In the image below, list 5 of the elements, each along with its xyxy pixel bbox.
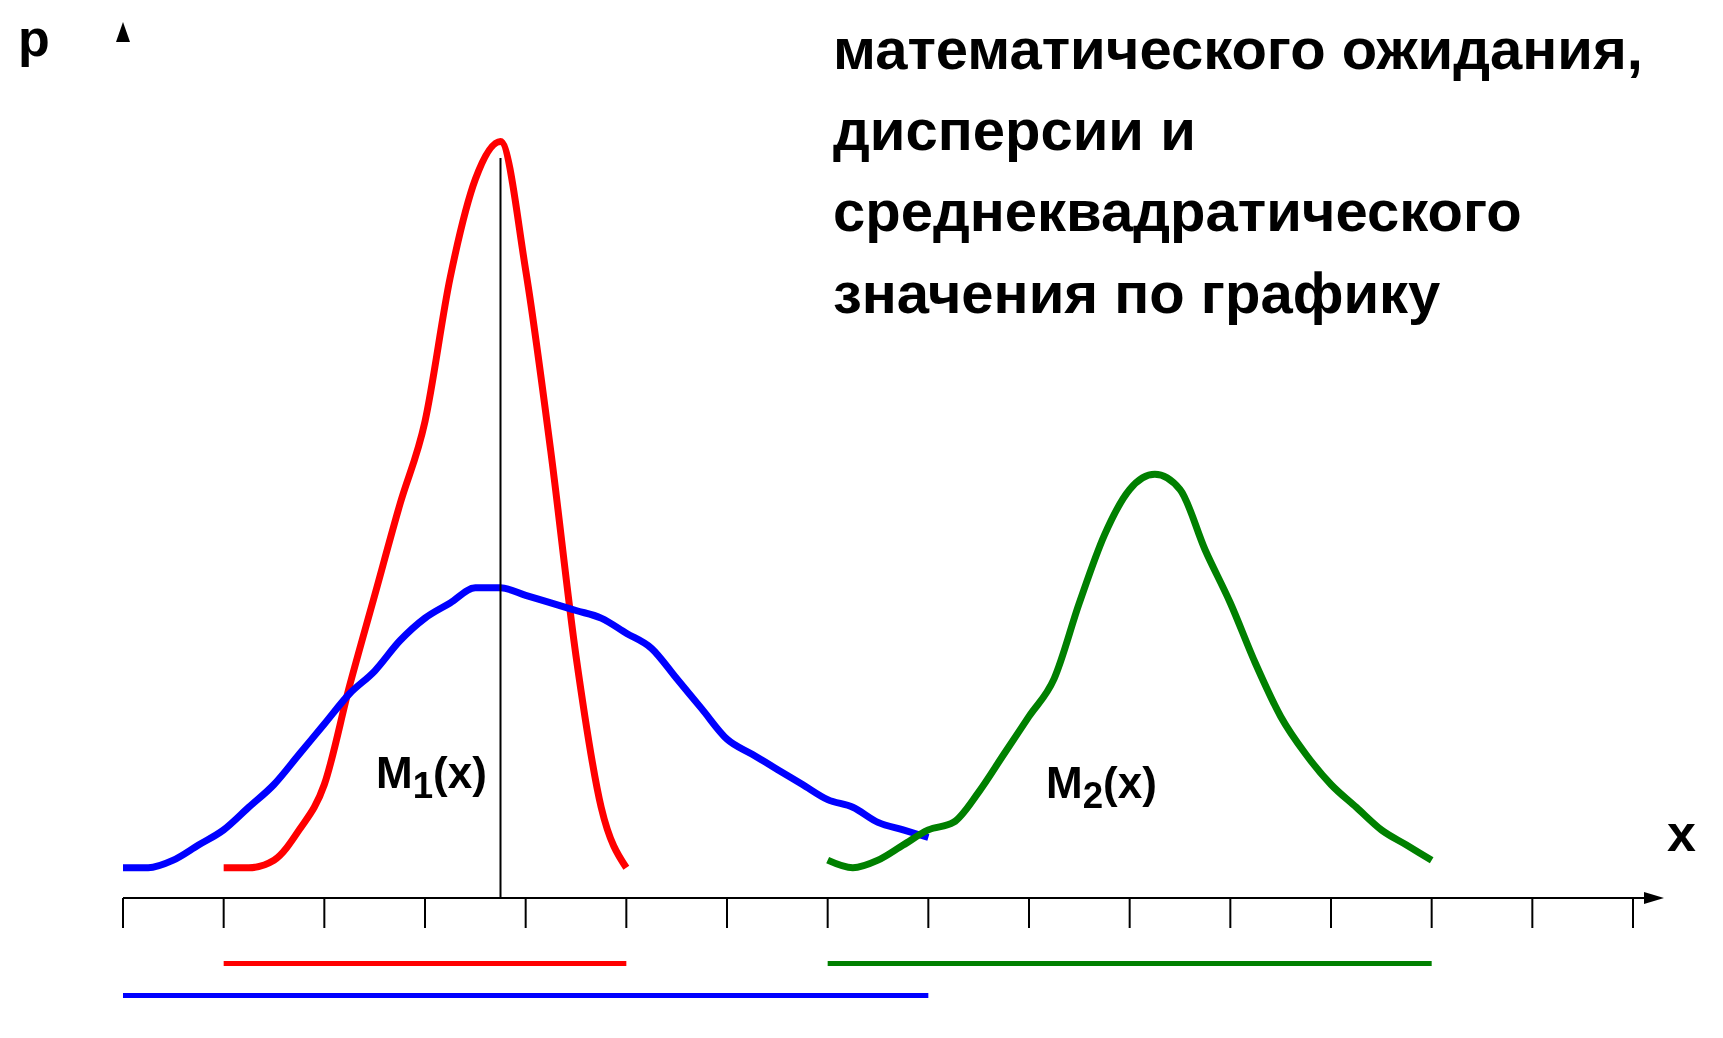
x-axis-title: x: [1667, 803, 1696, 863]
y-axis-title: p: [18, 8, 50, 68]
annotation: M$_{1}$(x): [376, 748, 487, 807]
chart-title: математического ожидания, дисперсии и среднеквадратического значения по графику: [833, 15, 1644, 327]
annotation: M$_{2}$(x): [1046, 758, 1157, 817]
